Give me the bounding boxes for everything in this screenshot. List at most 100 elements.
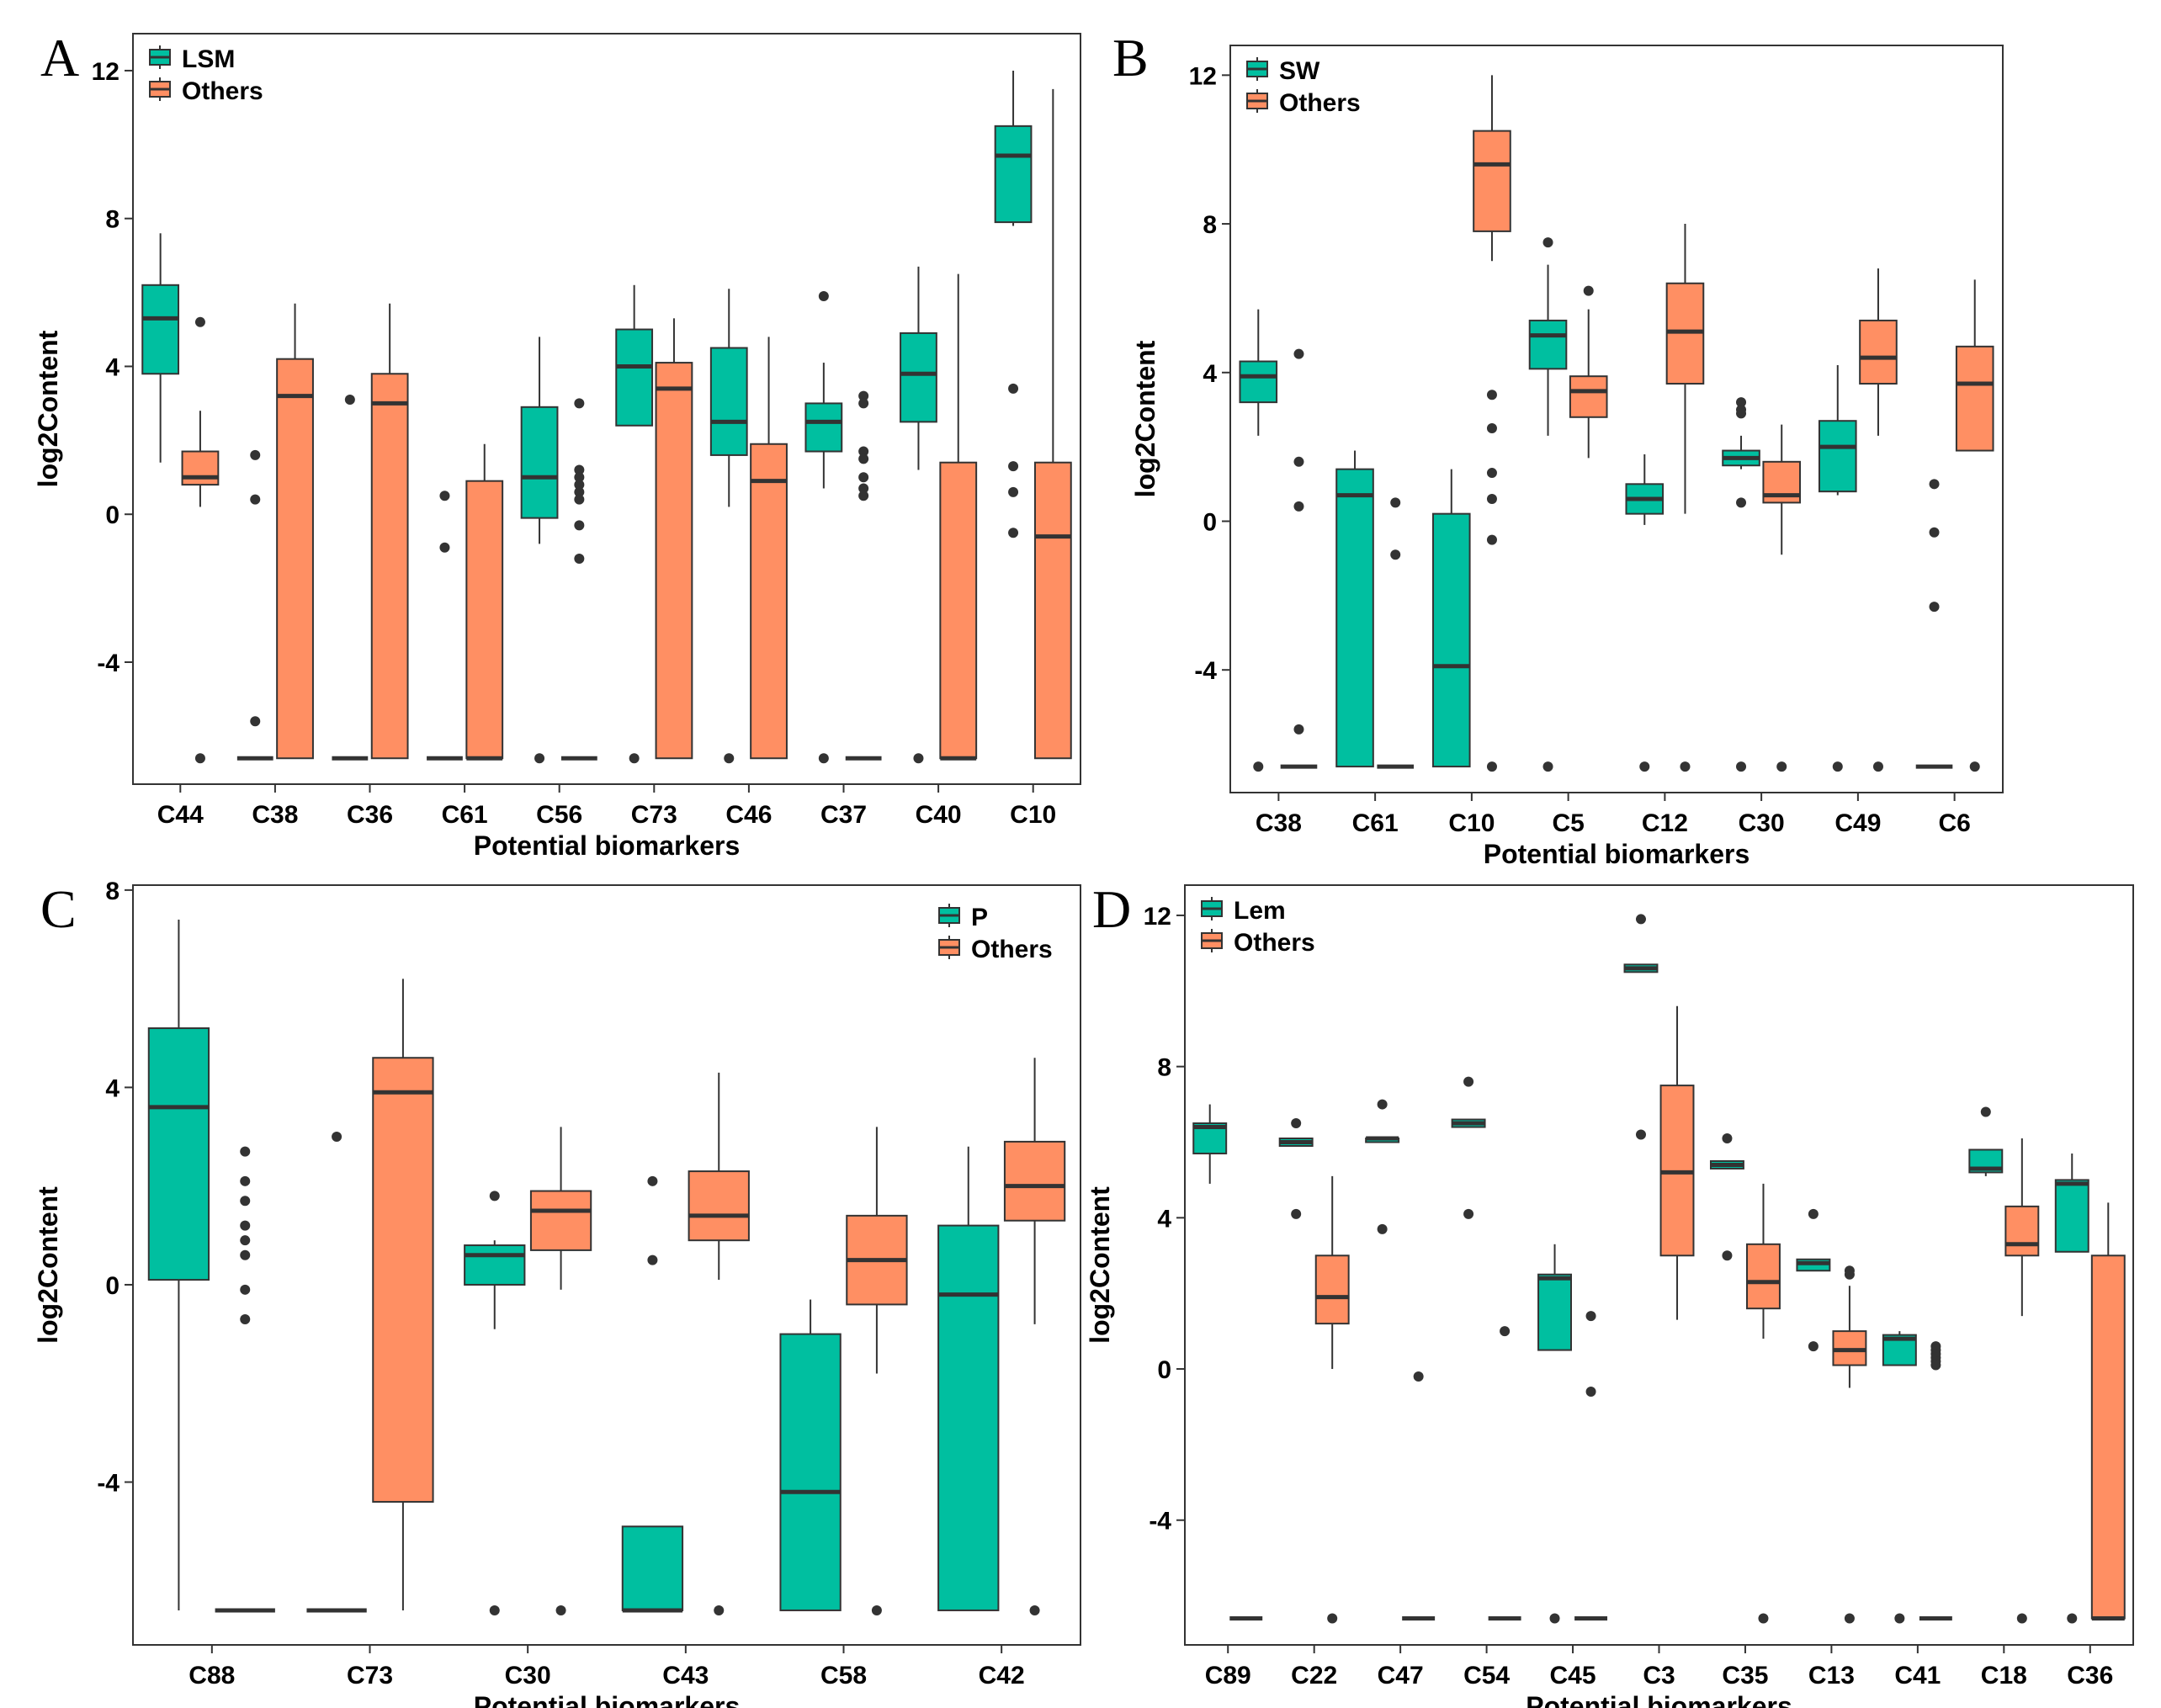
box-others-c38 bbox=[1280, 348, 1318, 769]
box-lem-c45 bbox=[1537, 1244, 1572, 1624]
outlier-point bbox=[240, 1249, 251, 1260]
box-others-c88 bbox=[215, 1146, 275, 1613]
y-tick-label: -4 bbox=[97, 650, 119, 677]
outlier-point bbox=[1390, 497, 1401, 508]
y-tick-label: 0 bbox=[1157, 1356, 1171, 1384]
outlier-point bbox=[240, 1196, 251, 1207]
panel-letter: D bbox=[1092, 879, 1131, 939]
y-axis-label: log2Content bbox=[1130, 340, 1160, 497]
outlier-point bbox=[240, 1284, 251, 1295]
box-lem-c47 bbox=[1365, 1099, 1400, 1234]
legend-label: Lem bbox=[1234, 897, 1286, 925]
outlier-point bbox=[489, 1605, 500, 1615]
box-others-c73 bbox=[655, 318, 693, 760]
outlier-point bbox=[1253, 761, 1264, 772]
outlier-point bbox=[1808, 1341, 1819, 1352]
box-others-c40 bbox=[939, 273, 978, 761]
outlier-point bbox=[858, 491, 869, 501]
box-others-c47 bbox=[1402, 1371, 1436, 1621]
box-others-c30 bbox=[529, 1127, 592, 1615]
box-lem-c54 bbox=[1451, 1076, 1486, 1219]
y-tick-label: 0 bbox=[105, 501, 119, 529]
box-sw-c5 bbox=[1528, 237, 1568, 772]
box-body bbox=[141, 284, 180, 375]
legend: SW Others bbox=[1246, 57, 1361, 117]
plot-frame bbox=[1229, 45, 2004, 793]
box-lem-c41 bbox=[1882, 1331, 1917, 1624]
outlier-point bbox=[1486, 534, 1497, 545]
outlier-point bbox=[913, 753, 924, 764]
box-others-c36 bbox=[370, 303, 409, 760]
box-lsm-c38 bbox=[236, 449, 273, 761]
outlier-point bbox=[1293, 501, 1304, 512]
legend-key-others: Others bbox=[938, 936, 1053, 963]
plot-frame bbox=[132, 884, 1081, 1646]
x-tick-label: C38 bbox=[1256, 809, 1302, 837]
outlier-point bbox=[1008, 528, 1019, 538]
outlier-point bbox=[250, 449, 261, 460]
outlier-point bbox=[1758, 1613, 1769, 1624]
box-body bbox=[1528, 319, 1568, 370]
outlier-point bbox=[240, 1220, 251, 1231]
x-tick-label: C61 bbox=[442, 801, 488, 829]
x-tick-label: C12 bbox=[1642, 809, 1688, 837]
panel-letter: C bbox=[40, 879, 77, 939]
outlier-point bbox=[439, 542, 450, 553]
legend-key-p: P bbox=[938, 904, 988, 931]
box-body bbox=[276, 358, 314, 760]
box-others-c41 bbox=[1919, 1341, 1952, 1621]
box-others-c30 bbox=[1762, 424, 1802, 772]
outlier-point bbox=[574, 494, 585, 505]
legend-key-others: Others bbox=[1201, 929, 1315, 957]
outlier-point bbox=[250, 494, 261, 505]
outlier-point bbox=[574, 398, 585, 409]
box-others-c3 bbox=[1659, 1005, 1695, 1320]
x-tick-label: C45 bbox=[1550, 1662, 1596, 1689]
box-body bbox=[1314, 1254, 1350, 1325]
outlier-point bbox=[1377, 1223, 1388, 1234]
x-tick-label: C30 bbox=[505, 1662, 551, 1689]
x-tick-label: C13 bbox=[1808, 1662, 1855, 1689]
outlier-point bbox=[1293, 724, 1304, 735]
outlier-point bbox=[1293, 456, 1304, 467]
box-others-c42 bbox=[1003, 1058, 1066, 1615]
x-axis-label: Potential biomarkers bbox=[1484, 839, 1750, 869]
outlier-point bbox=[1585, 1311, 1596, 1322]
box-others-c61 bbox=[465, 443, 504, 761]
outlier-point bbox=[714, 1605, 725, 1615]
outlier-point bbox=[489, 1191, 500, 1201]
outlier-point bbox=[1929, 527, 1940, 538]
box-others-c35 bbox=[1746, 1183, 1781, 1624]
outlier-point bbox=[1894, 1613, 1905, 1624]
outlier-point bbox=[1930, 1360, 1941, 1371]
panel-d: D -4 0 4 8 12 log2Content C89 C22 C47 C54 C45 C3 C35 C… bbox=[1085, 879, 2134, 1708]
box-others-c37 bbox=[845, 390, 882, 761]
box-body bbox=[1431, 512, 1471, 768]
box-sw-c61 bbox=[1335, 450, 1374, 768]
outlier-point bbox=[1736, 497, 1747, 508]
legend-label: Others bbox=[182, 77, 263, 105]
box-others-c49 bbox=[1859, 268, 1898, 772]
outlier-point bbox=[1776, 761, 1787, 772]
box-others-c56 bbox=[560, 398, 597, 761]
box-body bbox=[779, 1333, 842, 1611]
box-body bbox=[529, 1190, 592, 1251]
outlier-point bbox=[858, 390, 869, 401]
y-tick-label: 4 bbox=[105, 353, 119, 381]
outlier-point bbox=[574, 553, 585, 564]
outlier-point bbox=[1736, 408, 1747, 419]
outlier-point bbox=[1542, 237, 1553, 248]
box-others-c6 bbox=[1955, 279, 1994, 772]
x-tick-label: C5 bbox=[1552, 809, 1584, 837]
legend-label: Others bbox=[1279, 89, 1361, 117]
outlier-point bbox=[818, 290, 829, 301]
y-tick-label: 12 bbox=[1144, 903, 1171, 931]
x-tick-label: C38 bbox=[252, 801, 298, 829]
box-body bbox=[2054, 1179, 2089, 1253]
box-lsm-c61 bbox=[427, 491, 463, 761]
panel-b: B -4 0 4 8 12 log2Content C38 C61 C10 C5 C12 C30 C49 C… bbox=[1112, 28, 2004, 869]
outlier-point bbox=[332, 1132, 342, 1143]
outlier-point bbox=[1390, 549, 1401, 560]
outlier-point bbox=[1008, 461, 1019, 472]
